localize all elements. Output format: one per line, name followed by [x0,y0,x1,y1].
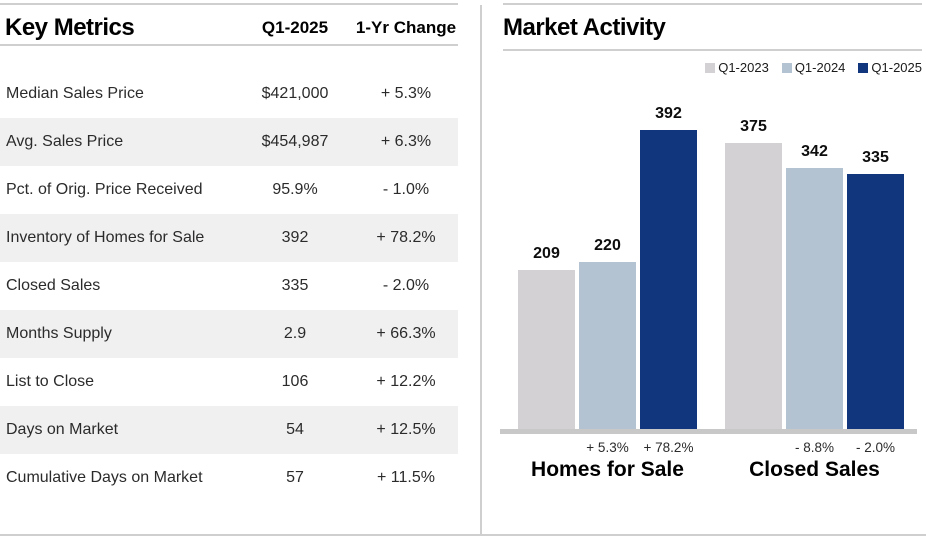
metric-label: Days on Market [6,421,119,438]
metric-row: Median Sales Price $421,000 + 5.3% [0,70,458,118]
bar-change-label: - 2.0% [855,440,896,455]
bar-change-label: - 8.8% [794,440,835,455]
bar-value-label: 375 [740,118,767,135]
bar-q1-2024 [786,168,843,430]
metric-change: + 12.5% [376,421,436,438]
metric-value: 57 [286,469,304,486]
bar-value-label: 335 [862,149,889,166]
top-border-right [503,3,922,5]
metric-label: Inventory of Homes for Sale [6,229,205,246]
metric-label: Pct. of Orig. Price Received [6,181,203,198]
column-header-q1-2025: Q1-2025 [261,18,329,37]
metric-value: $454,987 [261,133,329,150]
metric-change: - 2.0% [382,277,430,294]
bar-change-label: + 5.3% [586,440,629,455]
market-activity-underline [503,49,922,51]
bar-q1-2023 [725,143,782,430]
metric-value: 392 [281,229,309,246]
metric-change: - 1.0% [382,181,430,198]
key-metrics-rows: Median Sales Price $421,000 + 5.3% Avg. Sal… [0,70,458,502]
legend-item: Q1-2025 [858,60,922,75]
key-metrics-title: Key Metrics [5,14,135,41]
metric-value: 54 [286,421,304,438]
metric-row: Inventory of Homes for Sale 392 + 78.2% [0,214,458,262]
chart-x-axis [500,429,917,434]
metric-label: Avg. Sales Price [6,133,124,150]
metric-row: List to Close 106 + 12.2% [0,358,458,406]
chart-legend: Q1-2023 Q1-2024 Q1-2025 [705,60,922,75]
metric-label: Cumulative Days on Market [6,469,203,486]
bar-q1-2023 [518,270,575,430]
metric-row: Days on Market 54 + 12.5% [0,406,458,454]
metric-row: Avg. Sales Price $454,987 + 6.3% [0,118,458,166]
metric-value: 2.9 [283,325,307,342]
metric-row: Months Supply 2.9 + 66.3% [0,310,458,358]
legend-swatch-icon [705,62,716,73]
column-header-1yr-change: 1-Yr Change [355,18,457,37]
legend-label: Q1-2024 [794,60,846,75]
header-underline [0,44,458,46]
metric-change: + 12.2% [376,373,436,390]
group-label: Closed Sales [749,458,880,481]
top-border-left [0,3,458,5]
bar-change-label: + 78.2% [643,440,694,455]
metric-change: + 6.3% [380,133,432,150]
bar-q1-2025 [847,174,904,430]
metric-label: Closed Sales [6,277,101,294]
metric-value: 106 [281,373,309,390]
bar-q1-2024 [579,262,636,430]
metric-change: + 78.2% [376,229,436,246]
metric-row: Cumulative Days on Market 57 + 11.5% [0,454,458,502]
panel-divider [480,5,482,534]
legend-label: Q1-2025 [871,60,922,75]
bottom-border [0,534,926,536]
key-metrics-header: Key Metrics Q1-2025 1-Yr Change [0,12,458,44]
metric-change: + 5.3% [380,85,432,102]
legend-item: Q1-2024 [781,60,846,75]
metric-value: 95.9% [272,181,318,198]
legend-label: Q1-2023 [718,60,769,75]
metric-label: List to Close [6,373,95,390]
metric-change: + 11.5% [377,469,435,486]
metric-value: 335 [281,277,309,294]
metric-label: Months Supply [6,325,112,342]
bar-value-label: 220 [594,237,621,254]
legend-swatch-icon [781,62,792,73]
bar-q1-2025 [640,130,697,430]
bar-value-label: 209 [533,245,560,262]
metric-change: + 66.3% [376,325,436,342]
key-metrics-table: Key Metrics Q1-2025 1-Yr Change Median S… [0,12,458,502]
metric-label: Median Sales Price [6,85,144,102]
legend-item: Q1-2023 [705,60,769,75]
metric-row: Pct. of Orig. Price Received 95.9% - 1.0% [0,166,458,214]
legend-swatch-icon [858,62,869,73]
market-activity-title: Market Activity [503,14,666,41]
bar-value-label: 342 [801,143,828,160]
bar-value-label: 392 [655,105,682,122]
group-label: Homes for Sale [531,458,684,481]
metric-value: $421,000 [261,85,329,102]
metric-row: Closed Sales 335 - 2.0% [0,262,458,310]
